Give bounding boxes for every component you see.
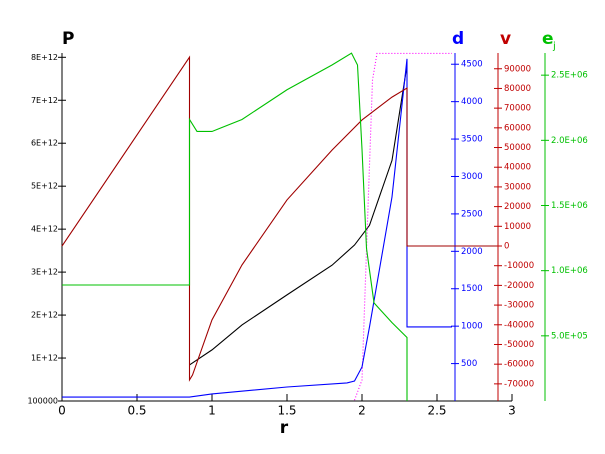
x-tick-label: 2.5 xyxy=(427,404,446,418)
y2-tick-label: 1500 xyxy=(461,284,483,294)
y2-tick-label: 2000 xyxy=(461,247,483,257)
y3-tick-label: 50000 xyxy=(504,143,531,153)
y3-tick-label: -60000 xyxy=(504,360,534,370)
y3-tick-label: 40000 xyxy=(504,163,531,173)
y3-tick-label: -40000 xyxy=(504,320,534,330)
series-line xyxy=(62,52,408,401)
y3-tick-label: -30000 xyxy=(504,301,534,311)
series-line xyxy=(353,52,452,401)
y-tick-label: 2E+12 xyxy=(31,311,58,320)
y3-tick-label: -20000 xyxy=(504,281,534,291)
y-tick-label: 4E+12 xyxy=(31,225,58,234)
y2-tick-label: 4500 xyxy=(461,60,483,70)
y4-tick-label: 5.0E+05 xyxy=(551,331,588,341)
y-tick-label: 8E+12 xyxy=(31,53,58,62)
y3-tick-label: 30000 xyxy=(504,182,531,192)
x-tick-label: 0 xyxy=(58,404,66,418)
y2-tick-label: 3000 xyxy=(461,172,483,182)
y3-axis-title: v xyxy=(500,29,511,49)
y3-tick-label: 90000 xyxy=(504,64,531,74)
y-tick-label: 5E+12 xyxy=(31,182,58,191)
y4-tick-label: 1.5E+06 xyxy=(551,201,588,211)
y2-tick-label: 3500 xyxy=(461,135,483,145)
x-tick-label: 1 xyxy=(208,404,216,418)
y4-tick-label: 2.5E+06 xyxy=(551,71,588,81)
y-tick-label: 6E+12 xyxy=(31,139,58,148)
y-tick-label: 100000 xyxy=(27,397,58,406)
y-axis-title: P xyxy=(62,29,74,49)
y4-tick-label: 2.0E+06 xyxy=(551,136,588,146)
y4-axis-title: e xyxy=(542,29,554,49)
x-tick-label: 1.5 xyxy=(277,404,296,418)
x-tick-label: 2 xyxy=(358,404,366,418)
series-line xyxy=(61,55,497,382)
y2-axis-title: d xyxy=(452,29,464,49)
y4-tick-label: 1.0E+06 xyxy=(551,266,588,276)
y3-tick-label: 0 xyxy=(504,242,509,252)
x-tick-label: 0.5 xyxy=(127,404,146,418)
y2-tick-label: 1000 xyxy=(461,322,483,332)
y3-tick-label: 80000 xyxy=(504,84,531,94)
y3-tick-label: -10000 xyxy=(504,261,534,271)
y3-tick-label: 20000 xyxy=(504,202,531,212)
y4-axis-title-sub: j xyxy=(552,41,556,52)
y3-tick-label: 60000 xyxy=(504,123,531,133)
y3-tick-label: -70000 xyxy=(504,379,534,389)
y2-tick-label: 4000 xyxy=(461,97,483,107)
series-line xyxy=(189,65,408,366)
y2-tick-label: 2500 xyxy=(461,209,483,219)
y3-tick-label: -50000 xyxy=(504,340,534,350)
x-axis-title: r xyxy=(280,418,289,438)
x-tick-label: 3 xyxy=(508,404,516,418)
y2-tick-label: 500 xyxy=(461,359,477,369)
y3-tick-label: 70000 xyxy=(504,104,531,114)
y3-tick-label: 10000 xyxy=(504,222,531,232)
y-tick-label: 7E+12 xyxy=(31,96,58,105)
y-tick-label: 1E+12 xyxy=(31,354,58,363)
y-tick-label: 3E+12 xyxy=(31,268,58,277)
